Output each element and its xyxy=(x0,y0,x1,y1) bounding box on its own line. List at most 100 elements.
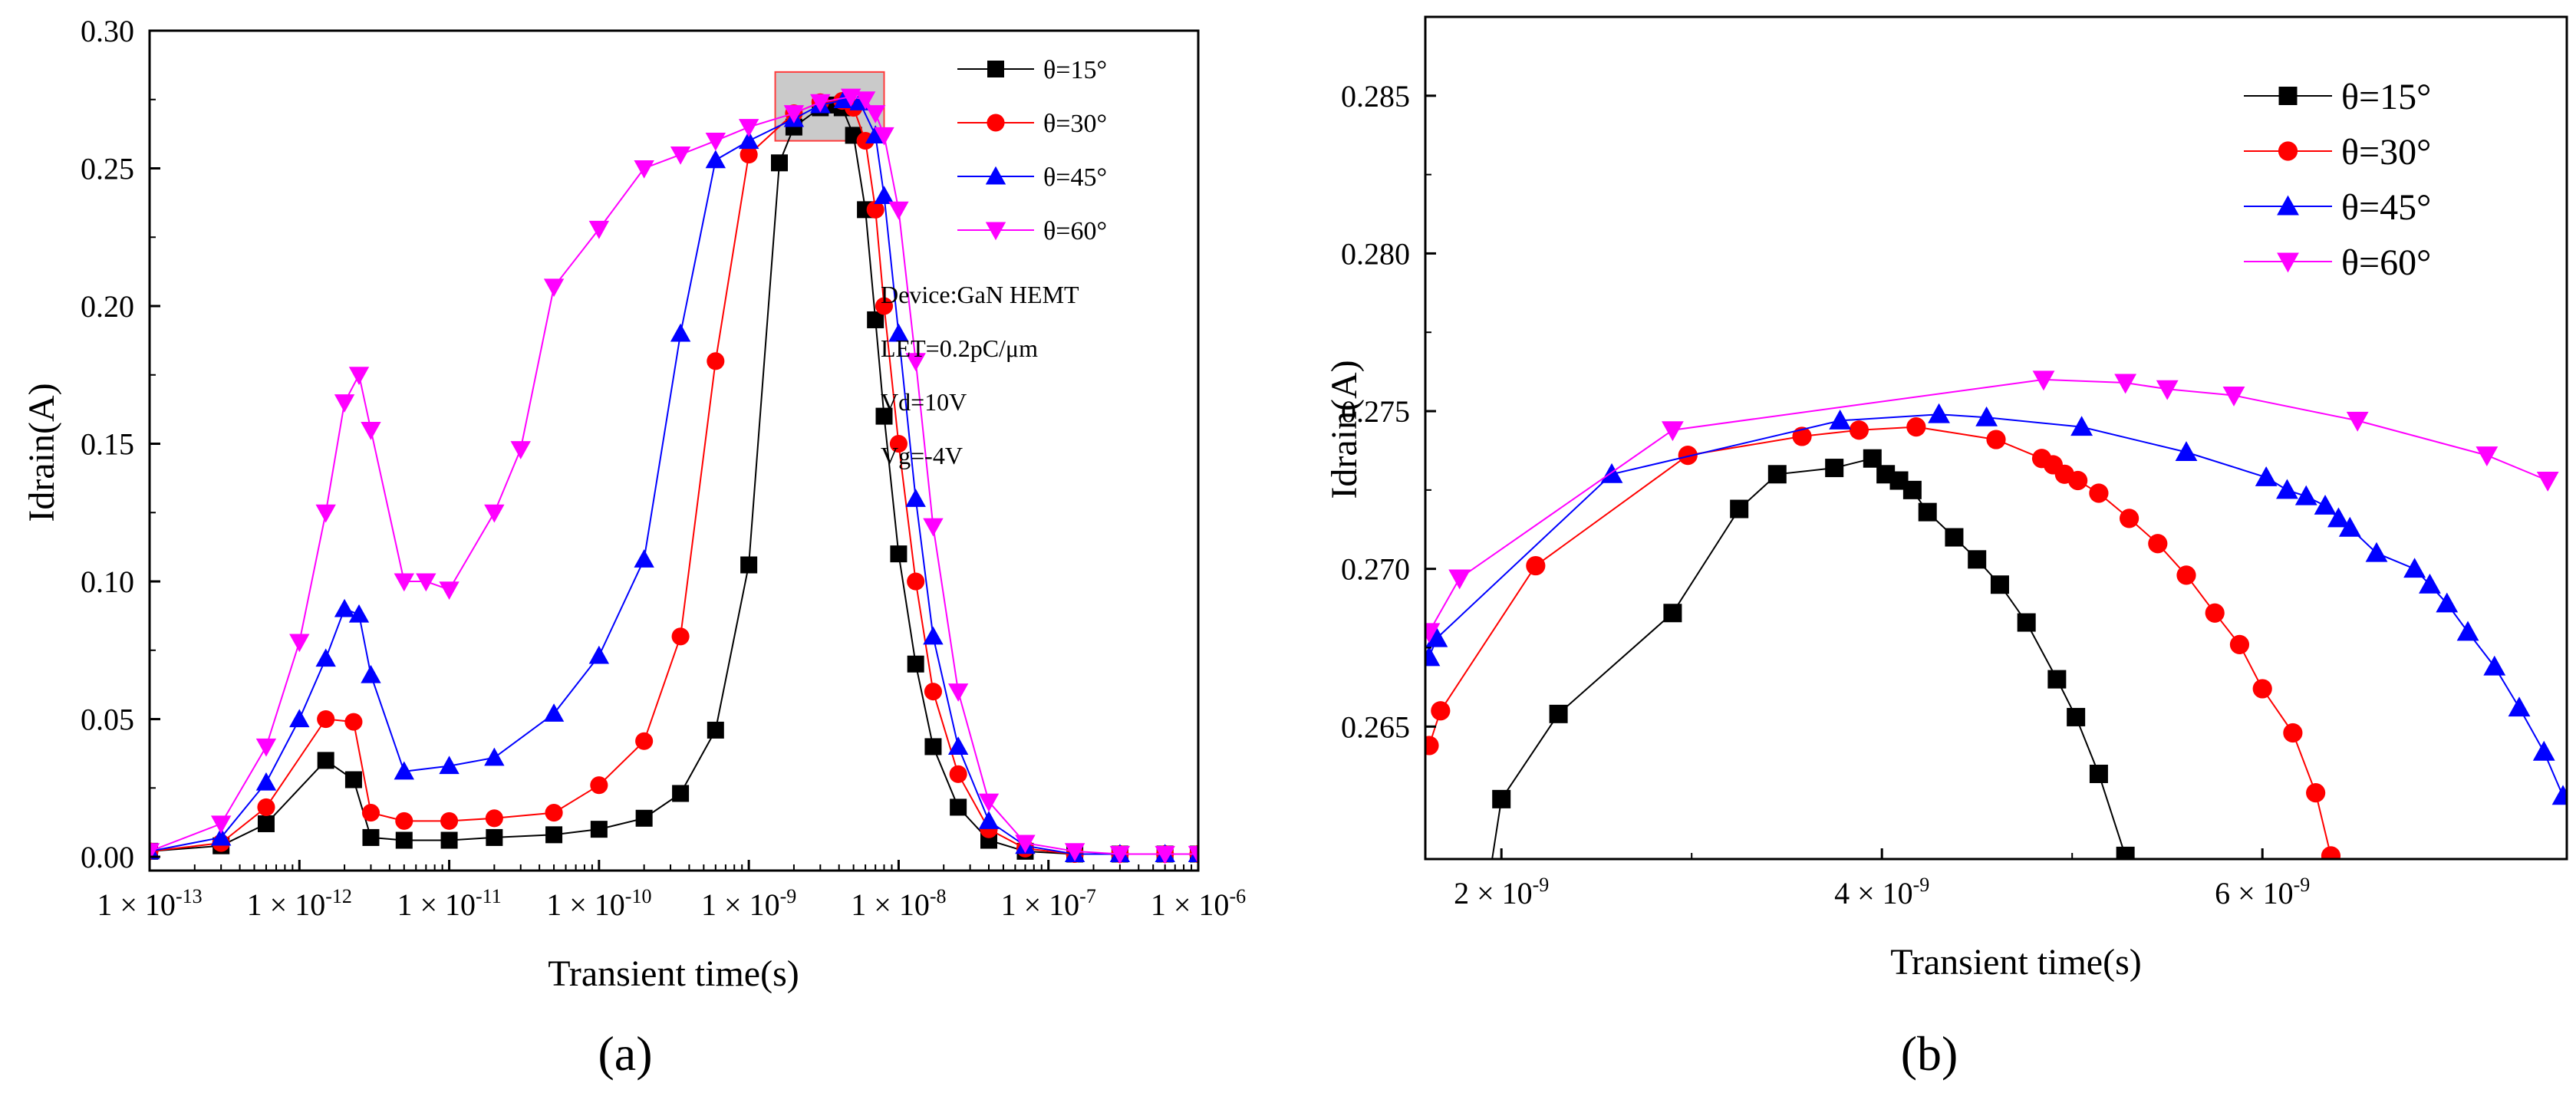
data-point xyxy=(439,581,460,601)
data-point xyxy=(2321,846,2341,859)
data-point xyxy=(1155,845,1175,864)
series-line xyxy=(1428,413,2564,797)
data-point xyxy=(289,709,310,728)
y-tick-label: 0.25 xyxy=(81,152,134,186)
data-point xyxy=(590,776,608,795)
data-point xyxy=(394,761,414,780)
data-point xyxy=(875,297,894,315)
series-45 xyxy=(1425,403,2567,805)
data-point xyxy=(334,394,355,413)
data-point xyxy=(2508,696,2531,717)
series-line xyxy=(150,104,1198,855)
data-point xyxy=(2068,470,2088,491)
legend-marker xyxy=(2278,141,2298,161)
data-point xyxy=(1849,420,1869,440)
legend-item: θ=60° xyxy=(2244,242,2431,283)
data-point xyxy=(1492,789,1511,808)
y-tick-label: 0.30 xyxy=(81,14,134,48)
data-point xyxy=(440,831,458,849)
data-point xyxy=(840,88,861,107)
data-point xyxy=(907,655,924,673)
data-point xyxy=(588,645,610,664)
data-point xyxy=(890,545,908,563)
data-point xyxy=(1767,465,1787,484)
annotation-let: LET=0.2pC/μm xyxy=(881,334,1038,362)
data-point xyxy=(2222,386,2245,407)
legend-marker xyxy=(2277,252,2299,273)
data-point xyxy=(2327,507,2350,528)
data-point xyxy=(1425,627,1448,647)
legend-label: θ=15° xyxy=(1043,56,1107,84)
data-point xyxy=(510,441,531,459)
data-point xyxy=(1448,569,1471,590)
data-point xyxy=(888,323,909,342)
data-point xyxy=(395,812,413,830)
annotation-vd: Vd=10V xyxy=(881,388,967,416)
data-point xyxy=(1918,502,1937,522)
series-45 xyxy=(150,90,1198,863)
data-point xyxy=(874,127,894,146)
chart-panel-b: 0.265 0.270 0.275 0.280 0.285 2 × 10-9 4 × 10-… xyxy=(1324,15,2568,1081)
data-point xyxy=(2436,592,2459,613)
data-point xyxy=(950,798,967,816)
data-point xyxy=(315,504,336,523)
data-point xyxy=(2032,370,2055,391)
data-point xyxy=(2255,466,2278,486)
data-point xyxy=(255,772,277,791)
data-point xyxy=(1928,403,1950,423)
x-tick-label: 1 × 10-11 xyxy=(397,885,501,922)
annotation-device: Device:GaN HEMT xyxy=(881,281,1079,308)
data-point xyxy=(855,91,876,110)
data-point xyxy=(1990,575,2009,594)
legend-label: θ=30° xyxy=(2341,132,2431,173)
data-point xyxy=(810,94,831,113)
data-point xyxy=(348,604,370,623)
data-point xyxy=(2176,565,2196,585)
data-point xyxy=(866,200,884,219)
data-point xyxy=(738,130,759,150)
data-point xyxy=(634,160,654,179)
data-point xyxy=(671,627,690,646)
data-point xyxy=(545,826,563,844)
series-line xyxy=(150,100,1198,855)
data-point xyxy=(707,352,725,370)
data-point xyxy=(1986,430,2006,449)
data-point xyxy=(2229,634,2250,654)
data-point xyxy=(317,709,335,729)
legend-item: θ=60° xyxy=(957,217,1107,245)
series-line xyxy=(1428,378,2548,633)
data-point xyxy=(2476,446,2499,467)
y-tick-label: 0.285 xyxy=(1341,79,1410,114)
data-point xyxy=(543,703,565,722)
data-point xyxy=(439,756,460,775)
data-point xyxy=(440,812,459,830)
data-point xyxy=(2017,613,2036,632)
data-point xyxy=(923,626,944,645)
data-point xyxy=(738,119,759,137)
data-point xyxy=(1526,555,1546,576)
data-point xyxy=(2314,495,2337,515)
panel-label-a: (a) xyxy=(598,1026,652,1081)
data-point xyxy=(289,634,310,653)
legend-marker xyxy=(985,222,1006,241)
x-tick-label: 1 × 10-10 xyxy=(546,885,651,922)
data-point xyxy=(1906,417,1926,437)
data-point xyxy=(635,732,654,750)
data-point xyxy=(1730,499,1749,519)
data-point xyxy=(923,518,944,537)
legend-marker xyxy=(987,114,1005,132)
data-point xyxy=(978,811,1000,829)
y-axis-label-a: Idrain(A) xyxy=(21,383,62,522)
data-point xyxy=(1015,835,1036,854)
data-point xyxy=(672,785,690,802)
data-point xyxy=(2175,441,2198,462)
x-axis-label-a: Transient time(s) xyxy=(548,953,799,994)
legend-label: θ=15° xyxy=(2341,77,2431,117)
data-point xyxy=(949,765,967,783)
data-point xyxy=(344,713,363,731)
data-point xyxy=(2116,846,2135,859)
x-tick-label: 1 × 10-9 xyxy=(701,885,796,922)
data-point xyxy=(2551,785,2567,805)
data-point xyxy=(978,793,1000,812)
